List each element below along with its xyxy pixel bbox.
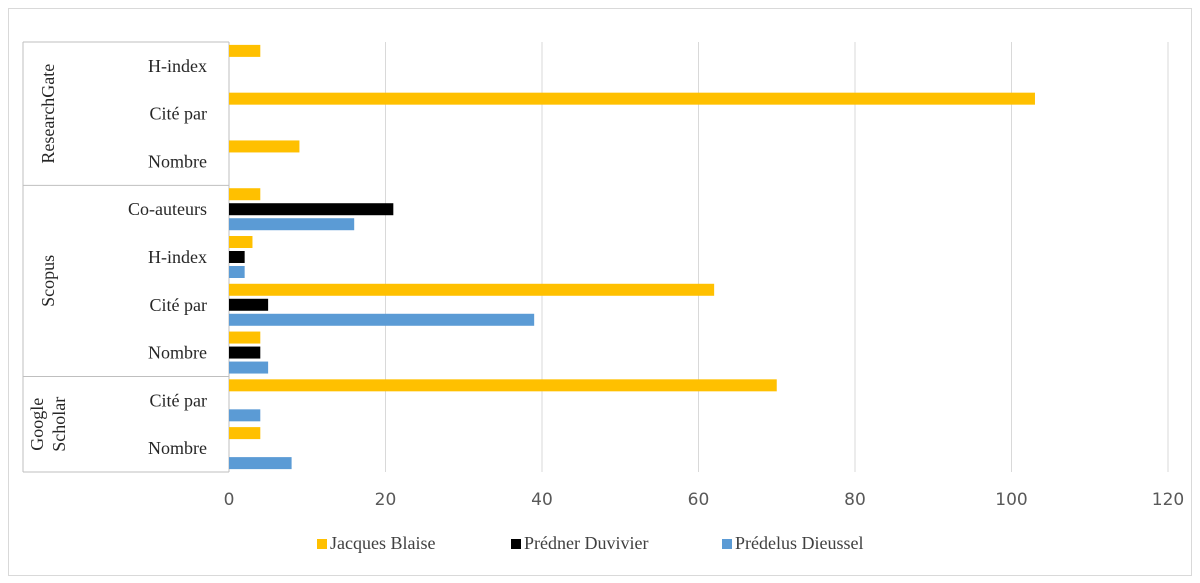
bar-predelus-dieussel-google-scholar-nombre — [229, 457, 292, 470]
bar-jacques-blaise-researchgate-cite-par — [229, 92, 1035, 105]
legend-label-jacques-blaise: Jacques Blaise — [330, 533, 435, 553]
legend-swatch-predner-duvivier — [511, 539, 521, 549]
group-label-google-scholar-line1: Google — [27, 398, 47, 451]
x-tick-label-40: 40 — [531, 490, 553, 510]
bar-predelus-dieussel-google-scholar-cite-par — [229, 409, 261, 422]
legend-swatch-jacques-blaise — [317, 539, 327, 549]
category-label-scopus-h-index: H-index — [148, 247, 207, 267]
legend-label-predelus-dieussel: Prédelus Dieussel — [735, 533, 863, 553]
bar-predelus-dieussel-scopus-h-index — [229, 266, 245, 278]
legend-label-predner-duvivier: Prédner Duvivier — [524, 533, 648, 553]
category-label-scopus-co-auteurs: Co-auteurs — [128, 199, 207, 219]
group-label-google-scholar-line2: Scholar — [49, 397, 69, 452]
category-label-researchgate-cite-par: Cité par — [150, 104, 207, 124]
bar-jacques-blaise-researchgate-nombre — [229, 140, 300, 153]
bar-predelus-dieussel-scopus-co-auteurs — [229, 218, 355, 231]
bar-jacques-blaise-google-scholar-nombre — [229, 427, 261, 440]
bar-predelus-dieussel-scopus-cite-par — [229, 313, 535, 326]
bar-jacques-blaise-scopus-nombre — [229, 331, 261, 344]
bar-jacques-blaise-google-scholar-cite-par — [229, 379, 777, 392]
x-tick-label-60: 60 — [688, 490, 710, 510]
bar-predner-duvivier-scopus-h-index — [229, 251, 245, 263]
bar-jacques-blaise-researchgate-h-index — [229, 44, 261, 57]
x-tick-label-120: 120 — [1152, 490, 1184, 510]
category-label-researchgate-h-index: H-index — [148, 56, 207, 76]
x-tick-label-20: 20 — [375, 490, 397, 510]
x-tick-label-0: 0 — [224, 490, 235, 510]
category-label-scopus-cite-par: Cité par — [150, 295, 207, 315]
x-tick-label-80: 80 — [844, 490, 866, 510]
bar-jacques-blaise-scopus-co-auteurs — [229, 188, 261, 201]
category-label-google-scholar-nombre: Nombre — [148, 438, 207, 458]
group-label-researchgate: ResearchGate — [38, 64, 58, 164]
category-label-researchgate-nombre: Nombre — [148, 151, 207, 171]
group-label-scopus: Scopus — [38, 255, 58, 307]
x-tick-label-100: 100 — [995, 490, 1027, 510]
category-label-google-scholar-cite-par: Cité par — [150, 390, 207, 410]
bar-predelus-dieussel-scopus-nombre — [229, 361, 269, 374]
legend-swatch-predelus-dieussel — [722, 539, 732, 549]
bar-predner-duvivier-scopus-co-auteurs — [229, 203, 394, 216]
bar-predner-duvivier-scopus-cite-par — [229, 298, 269, 311]
category-label-scopus-nombre: Nombre — [148, 343, 207, 363]
bar-predner-duvivier-scopus-nombre — [229, 346, 261, 359]
bar-jacques-blaise-scopus-cite-par — [229, 283, 715, 296]
bar-jacques-blaise-scopus-h-index — [229, 236, 253, 248]
